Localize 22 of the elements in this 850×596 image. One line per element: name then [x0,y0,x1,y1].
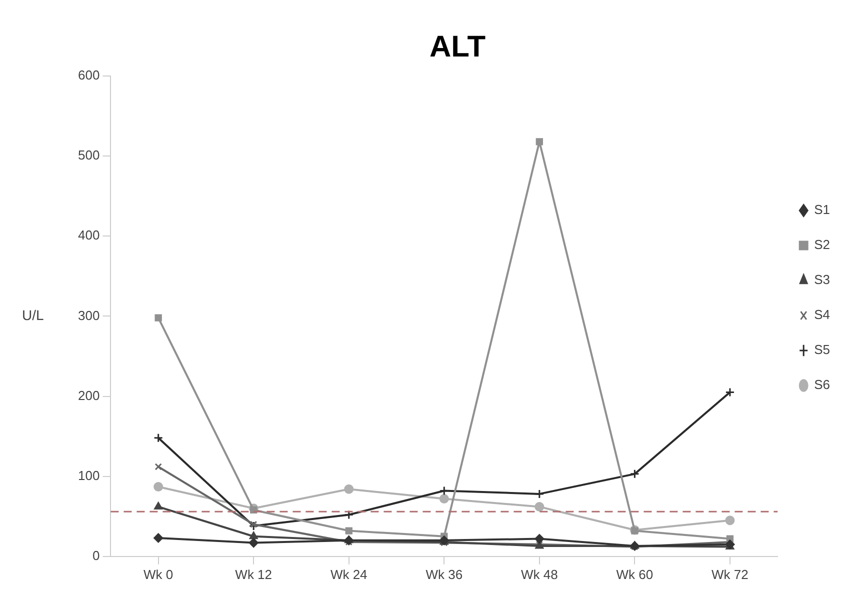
x-tick-label: Wk 0 [144,566,174,582]
legend-label: S5 [814,342,830,358]
y-tick-label: 200 [78,388,100,403]
x-tick-label: Wk 60 [616,566,654,582]
y-tick-label: 0 [92,548,100,563]
y-tick-label: 600 [78,68,100,83]
y-tick-label: 100 [78,468,100,483]
y-tick-label: 400 [78,228,100,243]
y-tick-label: 300 [78,308,100,323]
x-tick-label: Wk 24 [330,566,368,582]
legend-label: S1 [814,202,830,218]
y-tick-label: 500 [78,148,100,163]
legend-label: S6 [814,377,830,392]
legend-label: S3 [814,272,830,288]
x-tick-label: Wk 72 [712,566,748,582]
legend-label: S2 [814,237,830,252]
x-tick-label: Wk 12 [235,566,272,582]
x-tick-label: Wk 36 [426,566,463,582]
y-axis-title: U/L [22,307,44,324]
chart-title: ALT [429,30,486,64]
x-tick-label: Wk 48 [520,566,558,582]
legend-label: S4 [814,307,830,322]
